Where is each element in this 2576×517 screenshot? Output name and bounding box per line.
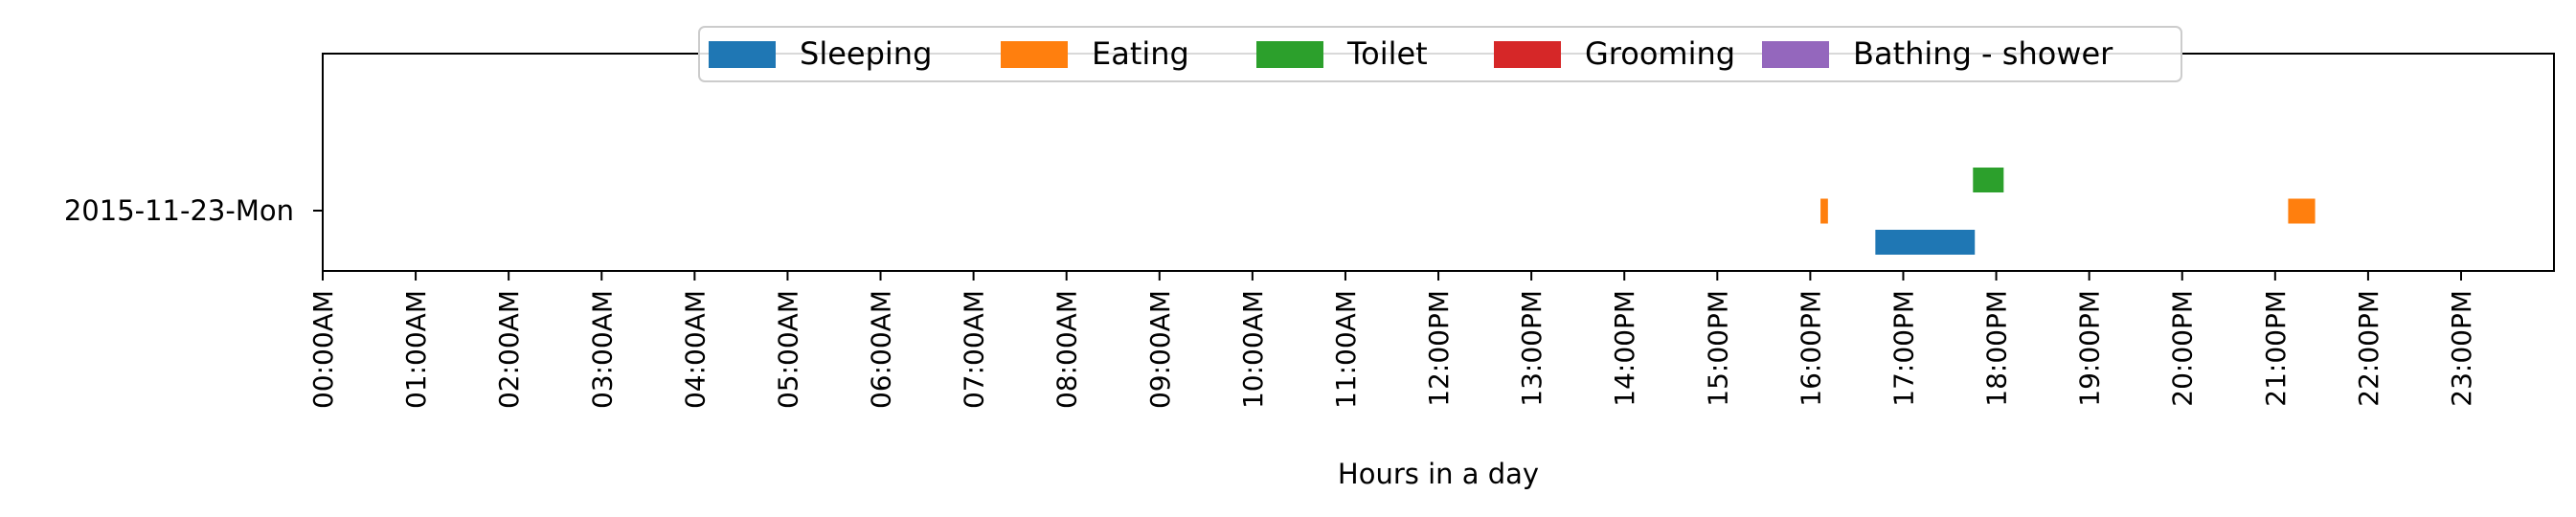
x-tick-label: 22:00PM [2353,290,2384,407]
bars-layer [1820,168,2316,255]
bar-eating-1 [2288,198,2316,224]
legend-item-bathing-shower: Bathing - shower [1762,35,2113,72]
legend-item-grooming: Grooming [1494,35,1735,72]
bar-eating-0 [1820,198,1828,224]
legend-item-eating: Eating [1001,35,1189,72]
legend-swatch [1494,41,1561,68]
x-tick-label: 10:00AM [1237,290,1269,409]
x-tick-label: 16:00PM [1795,290,1826,407]
legend-swatch [709,41,776,68]
x-tick-label: 05:00AM [772,290,803,409]
x-tick-label: 13:00PM [1516,290,1548,407]
x-tick-label: 21:00PM [2260,290,2292,407]
legend-label: Eating [1092,35,1189,72]
x-axis: 00:00AM 01:00AM 02:00AM 03:00AM 04:00AM 05:00… [307,271,2477,409]
y-axis: 2015-11-23-Mon [64,194,323,227]
x-tick-label: 17:00PM [1887,290,1919,407]
y-tick-label: 2015-11-23-Mon [64,194,294,227]
x-tick-label: 01:00AM [400,290,432,409]
x-tick-label: 18:00PM [1981,290,2013,407]
x-tick-label: 08:00AM [1051,290,1083,409]
x-tick-label: 19:00PM [2074,290,2106,407]
x-tick-label: 12:00PM [1423,290,1455,407]
x-tick-label: 07:00AM [959,290,990,409]
x-tick-label: 00:00AM [307,290,339,409]
x-tick-label: 03:00AM [586,290,618,409]
legend-label: Sleeping [800,35,932,72]
plot-frame [322,53,2555,272]
x-tick-label: 15:00PM [1702,290,1733,407]
legend-item-sleeping: Sleeping [709,35,932,72]
legend-item-toilet: Toilet [1256,35,1428,72]
legend-swatch [1001,41,1068,68]
x-tick-label: 14:00PM [1609,290,1640,407]
x-tick-label: 06:00AM [866,290,897,409]
legend-label: Grooming [1585,35,1735,72]
bar-sleeping-0 [1875,230,1976,255]
x-tick-label: 09:00AM [1144,290,1176,409]
legend-label: Toilet [1346,35,1428,72]
legend-label: Bathing - shower [1853,35,2113,72]
x-tick-label: 02:00AM [493,290,525,409]
x-tick-label: 04:00AM [679,290,711,409]
x-tick-label: 23:00PM [2446,290,2477,407]
legend-swatch [1762,41,1829,68]
legend: Sleeping Eating Toilet Grooming Bathing - sh… [698,26,2182,82]
x-tick-label: 11:00AM [1330,290,1362,409]
legend-swatch [1256,41,1323,68]
x-tick-label: 20:00PM [2167,290,2199,407]
x-axis-label: Hours in a day [1338,458,1539,490]
bar-toilet-0 [1973,168,2004,192]
